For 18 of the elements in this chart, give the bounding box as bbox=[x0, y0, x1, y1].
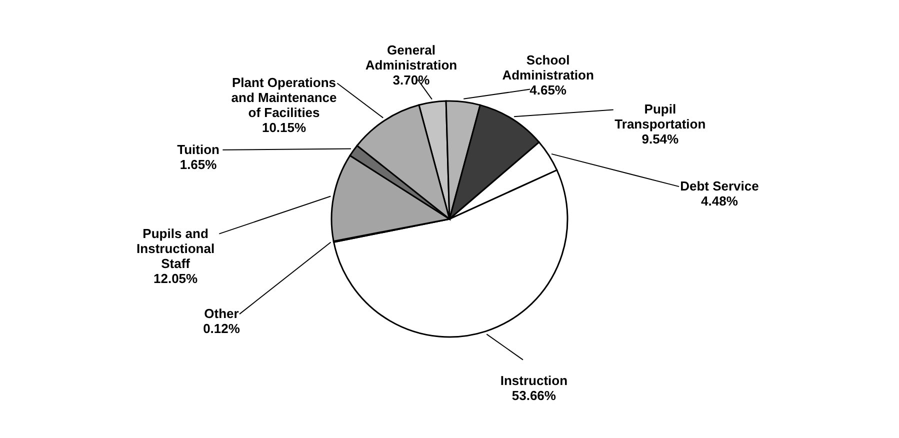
slice-label: School Administration bbox=[502, 52, 594, 82]
slice-label: Pupils and Instructional Staff bbox=[136, 226, 215, 271]
slice-label: Other bbox=[204, 306, 239, 322]
slice-label: Instruction bbox=[500, 372, 568, 388]
data-label: 0.12% bbox=[203, 321, 240, 336]
data-label: 1.65% bbox=[180, 156, 218, 172]
slice-label: Pupil Transportation bbox=[614, 102, 706, 132]
data-label: 9.54% bbox=[642, 132, 680, 147]
slice-label: General Administration bbox=[365, 42, 458, 73]
data-label: 4.65% bbox=[530, 82, 567, 98]
slice-label: Debt Service bbox=[680, 178, 759, 194]
slice-label: Tuition bbox=[177, 142, 220, 157]
data-label: 3.70% bbox=[392, 72, 430, 88]
data-label: 12.05% bbox=[154, 270, 198, 286]
data-label: 4.48% bbox=[701, 194, 738, 209]
data-label: 53.66% bbox=[512, 388, 556, 403]
slice-label: Plant Operations and Maintenance of Facilities bbox=[231, 75, 337, 120]
data-label: 10.15% bbox=[262, 120, 306, 136]
